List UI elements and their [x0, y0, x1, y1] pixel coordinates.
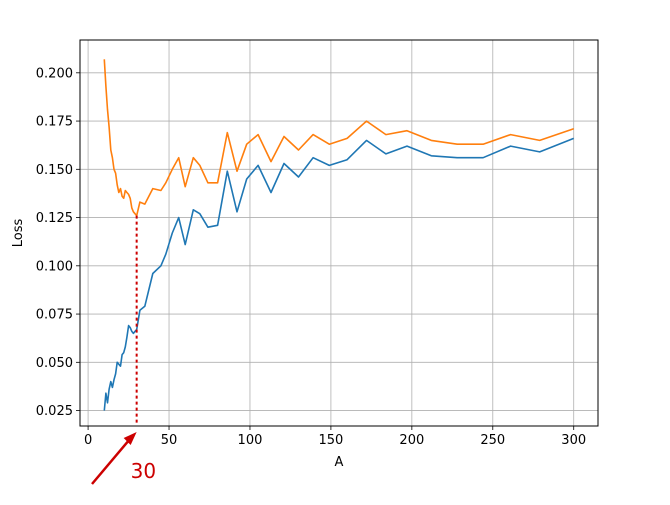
x-axis-label: A — [335, 455, 344, 470]
annotation-label: 30 — [131, 459, 156, 483]
grid — [80, 40, 598, 426]
annotation-arrow-head — [123, 432, 137, 445]
y-tick-label: 0.200 — [36, 66, 73, 81]
x-tick-label: 200 — [399, 433, 424, 448]
y-tick-label: 0.100 — [36, 259, 73, 274]
plot-frame — [79, 39, 599, 427]
y-tick-label: 0.175 — [36, 115, 73, 130]
ticks-group: 0 50 100 150 200 250 300 0.025 0.050 0.075 0.100 0.… — [36, 66, 586, 448]
x-tick-label: 250 — [480, 433, 505, 448]
x-tick-label: 0 — [84, 433, 92, 448]
series-line-2 — [103, 59, 574, 217]
annotation-arrow-shaft — [91, 436, 133, 485]
y-axis-label: Loss — [11, 219, 26, 248]
x-tick-label: 300 — [561, 433, 586, 448]
y-tick-label: 0.150 — [36, 163, 73, 178]
x-tick-label: 50 — [161, 433, 178, 448]
x-tick-label: 100 — [238, 433, 263, 448]
y-tick-label: 0.075 — [36, 308, 73, 323]
annotation-group: 30 — [91, 215, 156, 485]
y-tick-label: 0.050 — [36, 356, 73, 371]
x-tick-label: 150 — [318, 433, 343, 448]
y-tick-label: 0.125 — [36, 211, 73, 226]
y-tick-label: 0.025 — [36, 404, 73, 419]
series-line-1 — [103, 137, 574, 411]
series-group — [103, 59, 574, 411]
